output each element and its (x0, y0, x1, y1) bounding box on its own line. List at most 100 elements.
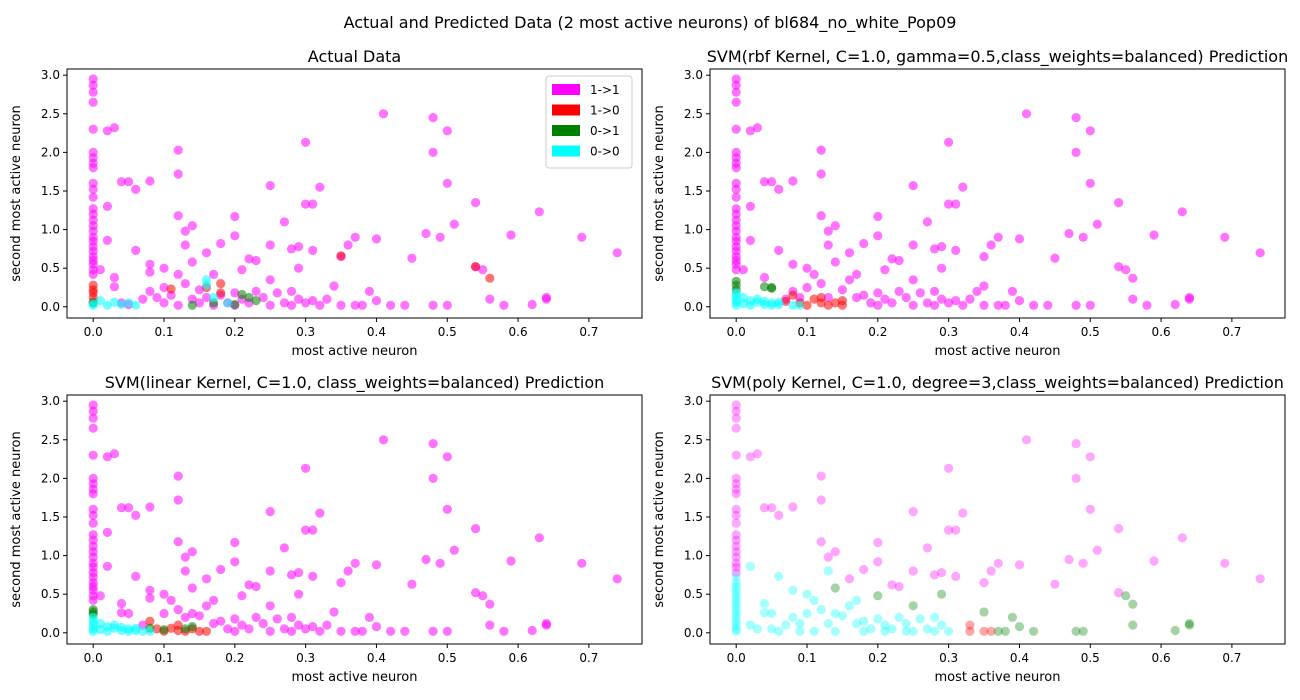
data-point (258, 618, 268, 629)
data-point (809, 269, 819, 279)
data-point (294, 589, 304, 599)
data-point (109, 282, 119, 292)
data-point (301, 463, 311, 473)
data-point (378, 435, 389, 445)
data-point (251, 286, 261, 296)
data-point (350, 232, 360, 242)
data-point (1121, 265, 1131, 275)
legend: 1->1 1->0 0->1 0->0 (545, 75, 633, 169)
legend-entry-label: 0->1 (590, 124, 620, 138)
data-point (109, 297, 119, 307)
data-point (951, 571, 961, 582)
data-point (131, 300, 141, 310)
data-point (873, 211, 883, 222)
y-axis-label: second most active neuron (652, 105, 667, 282)
data-point (1128, 599, 1138, 609)
y-tick-label: 1.0 (684, 223, 703, 237)
data-point (173, 471, 183, 481)
data-point (731, 541, 741, 551)
data-point (421, 228, 431, 239)
data-point (471, 262, 481, 272)
x-tick-label: 0.5 (1081, 325, 1100, 339)
data-point (216, 238, 226, 249)
data-point (1085, 300, 1095, 310)
data-point (731, 616, 741, 626)
x-tick-label: 0.6 (509, 651, 528, 665)
data-point (731, 572, 741, 582)
data-point (830, 608, 840, 619)
y-tick-label: 3.0 (684, 394, 703, 408)
data-point (958, 182, 968, 192)
data-point (286, 626, 297, 636)
data-point (1007, 286, 1018, 296)
data-point (145, 286, 155, 296)
data-point (265, 181, 275, 191)
data-point (159, 282, 169, 293)
data-point (1043, 300, 1053, 310)
data-point (138, 626, 148, 636)
x-tick-label: 0.3 (296, 651, 315, 665)
data-point (357, 300, 367, 310)
data-point (315, 508, 325, 518)
data-point (265, 566, 275, 576)
data-point (180, 624, 190, 634)
data-point (759, 598, 770, 609)
subplot-title: SVM(poly Kernel, C=1.0, degree=3,class_w… (711, 373, 1284, 393)
subplot-4: SVM(poly Kernel, C=1.0, degree=3,class_w… (652, 373, 1286, 685)
data-point (788, 300, 798, 310)
data-point (1184, 292, 1194, 303)
data-point (1071, 113, 1081, 123)
data-point (294, 242, 304, 252)
data-point (237, 591, 247, 601)
data-point (159, 625, 169, 635)
data-point (767, 503, 777, 513)
data-point (315, 182, 325, 192)
data-point (979, 281, 989, 291)
data-point (937, 620, 947, 630)
data-point (745, 620, 756, 630)
data-point (230, 626, 240, 636)
plot-frame (66, 394, 643, 645)
data-point (1078, 232, 1088, 242)
subplot-2: SVM(rbf Kernel, C=1.0, gamma=0.5,class_w… (652, 47, 1288, 359)
data-point (428, 113, 438, 123)
x-tick-label: 0.4 (367, 651, 386, 665)
y-tick-label: 0.5 (684, 261, 703, 275)
data-point (124, 177, 134, 187)
data-point (1128, 273, 1138, 283)
data-point (1184, 620, 1194, 630)
x-tick-label: 0.7 (579, 325, 598, 339)
subplot-1: Actual Data 0.0 0.1 0.2 0.3 0.4 0.5 0.6 0.7 0.0 0.… (9, 47, 643, 359)
y-tick-label: 3.0 (684, 68, 703, 82)
data-point (159, 263, 169, 273)
y-tick-label: 1.0 (41, 549, 60, 563)
data-point (145, 259, 155, 269)
data-point (759, 608, 770, 618)
data-point (166, 284, 176, 294)
data-point (944, 137, 954, 147)
x-tick-label: 0.6 (1152, 325, 1171, 339)
data-point (1114, 524, 1124, 534)
y-tick-label: 2.5 (684, 433, 703, 447)
data-point (731, 406, 741, 416)
data-point (152, 292, 162, 303)
data-point (527, 625, 537, 636)
y-tick-label: 2.0 (684, 145, 703, 159)
data-point (102, 300, 112, 310)
data-point (1064, 228, 1074, 239)
data-point (866, 624, 876, 634)
data-point (844, 248, 855, 258)
data-point (88, 450, 98, 460)
data-point (1071, 473, 1081, 483)
data-point (187, 257, 197, 267)
scatter-points (731, 400, 1265, 636)
data-point (731, 593, 741, 603)
data-point (795, 626, 805, 636)
data-point (731, 547, 741, 557)
data-point (265, 275, 275, 285)
data-point (364, 286, 374, 296)
data-point (131, 571, 141, 582)
data-point (830, 257, 840, 267)
data-point (979, 626, 989, 636)
data-point (929, 626, 940, 636)
